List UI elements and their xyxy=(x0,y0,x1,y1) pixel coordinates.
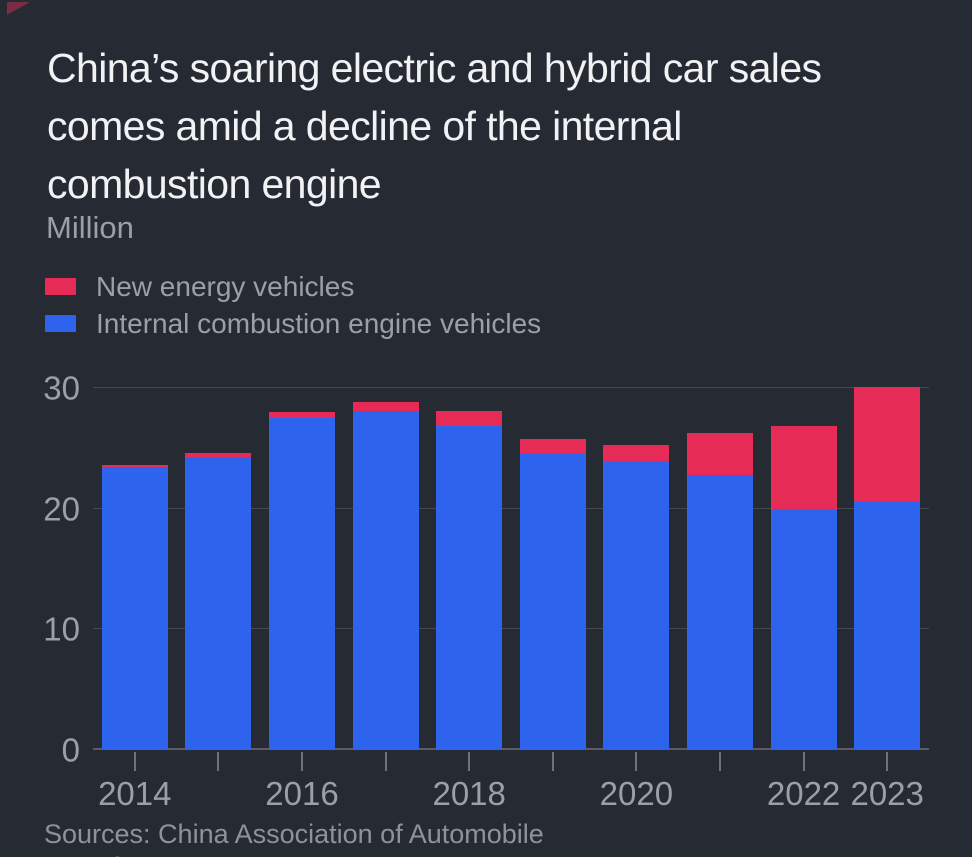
x-tick-label-2018: 2018 xyxy=(432,775,506,812)
legend-item-1: New energy vehicles xyxy=(45,268,541,305)
x-tick-label-2014: 2014 xyxy=(98,775,172,812)
x-tick-2021 xyxy=(719,752,721,771)
bar-segment-2016-series-1 xyxy=(268,411,335,418)
x-tick-label-2022: 2022 xyxy=(766,775,841,812)
stacked-bar-2023 xyxy=(854,386,921,750)
corner-accent-icon xyxy=(7,2,30,15)
x-tick-2018 xyxy=(468,752,471,771)
y-tick-label-0: 0 xyxy=(61,731,80,769)
bars-container xyxy=(93,386,929,750)
bar-segment-2023-series-1 xyxy=(854,386,921,502)
x-tick-2022 xyxy=(802,752,805,771)
bar-segment-2020-series-2 xyxy=(603,461,670,750)
x-tick-label-2016: 2016 xyxy=(265,775,339,812)
bar-segment-2019-series-2 xyxy=(519,453,586,750)
plot-area: 0 10 20 30 xyxy=(43,372,929,767)
x-tick-2015 xyxy=(217,752,220,771)
x-tick-2016 xyxy=(301,752,303,771)
bar-slot-2016 xyxy=(260,388,344,750)
bar-segment-2020-series-1 xyxy=(603,444,670,462)
x-tick-label-2023: 2023 xyxy=(850,775,924,812)
source-note: Sources: China Association of Automobile xyxy=(44,819,544,849)
x-tick-2014 xyxy=(133,752,136,771)
stacked-bar-2020 xyxy=(603,444,670,750)
bar-segment-2022-series-2 xyxy=(770,509,837,750)
x-tick-2017 xyxy=(384,752,387,771)
bar-slot-2017 xyxy=(344,388,428,750)
bar-segment-2021-series-1 xyxy=(686,432,753,476)
y-tick-label-20: 20 xyxy=(43,490,80,528)
stacked-bar-2016 xyxy=(268,411,335,750)
bar-slot-2015 xyxy=(177,388,261,750)
y-axis-unit-label: Million xyxy=(46,210,134,245)
stacked-bar-2015 xyxy=(185,453,252,750)
stacked-bar-2018 xyxy=(436,411,503,750)
bar-segment-2021-series-2 xyxy=(686,475,753,750)
x-tick-label-2020: 2020 xyxy=(599,775,674,812)
y-tick-label-10: 10 xyxy=(43,610,80,648)
bar-segment-2015-series-2 xyxy=(185,457,252,750)
y-tick-label-30: 30 xyxy=(43,369,80,407)
source-note-continued: Manufacturers xyxy=(44,852,217,857)
bar-slot-2018 xyxy=(427,388,511,750)
gridline-y-20 xyxy=(93,507,929,509)
stacked-bar-2022 xyxy=(770,425,837,750)
x-tick-2019 xyxy=(551,752,554,771)
stacked-bar-2014 xyxy=(101,465,168,750)
legend-item-label: New energy vehicles xyxy=(96,270,355,302)
bar-segment-2018-series-2 xyxy=(436,426,503,750)
bar-segment-2018-series-1 xyxy=(436,411,503,427)
stacked-bar-2017 xyxy=(352,401,419,750)
bar-segment-2022-series-1 xyxy=(770,425,837,510)
legend: New energy vehicles Internal combustion e… xyxy=(45,268,541,342)
bar-segment-2023-series-2 xyxy=(854,501,921,750)
legend-swatch-icon xyxy=(45,315,76,332)
x-axis: 2014 2016 2018 2020 2022 2023 xyxy=(93,751,929,812)
legend-item-2: Internal combustion engine vehicles xyxy=(45,305,541,342)
bar-slot-2022 xyxy=(762,388,846,750)
gridline-y-10 xyxy=(93,628,929,630)
bar-segment-2019-series-1 xyxy=(519,439,586,454)
bar-slot-2021 xyxy=(678,388,762,750)
bar-slot-2014 xyxy=(93,388,177,750)
stacked-bar-2021 xyxy=(686,432,753,750)
bar-segment-2017-series-2 xyxy=(352,410,419,750)
x-tick-2020 xyxy=(635,752,638,771)
gridline-y-30 xyxy=(93,387,929,388)
x-tick-2023 xyxy=(886,752,889,771)
bar-slot-2020 xyxy=(595,388,679,750)
chart-title: China’s soaring electric and hybrid car … xyxy=(47,45,822,208)
bar-slot-2023 xyxy=(845,386,929,750)
bar-segment-2014-series-2 xyxy=(101,467,168,750)
bar-segment-2014-series-1 xyxy=(101,465,168,468)
legend-swatch-icon xyxy=(45,278,76,295)
bar-segment-2017-series-1 xyxy=(352,401,419,411)
x-axis-baseline xyxy=(93,748,929,750)
stacked-bar-2019 xyxy=(519,439,586,750)
legend-item-label: Internal combustion engine vehicles xyxy=(96,307,542,339)
bar-segment-2016-series-2 xyxy=(268,417,335,750)
bar-slot-2019 xyxy=(511,388,595,750)
bar-segment-2015-series-1 xyxy=(185,453,252,458)
